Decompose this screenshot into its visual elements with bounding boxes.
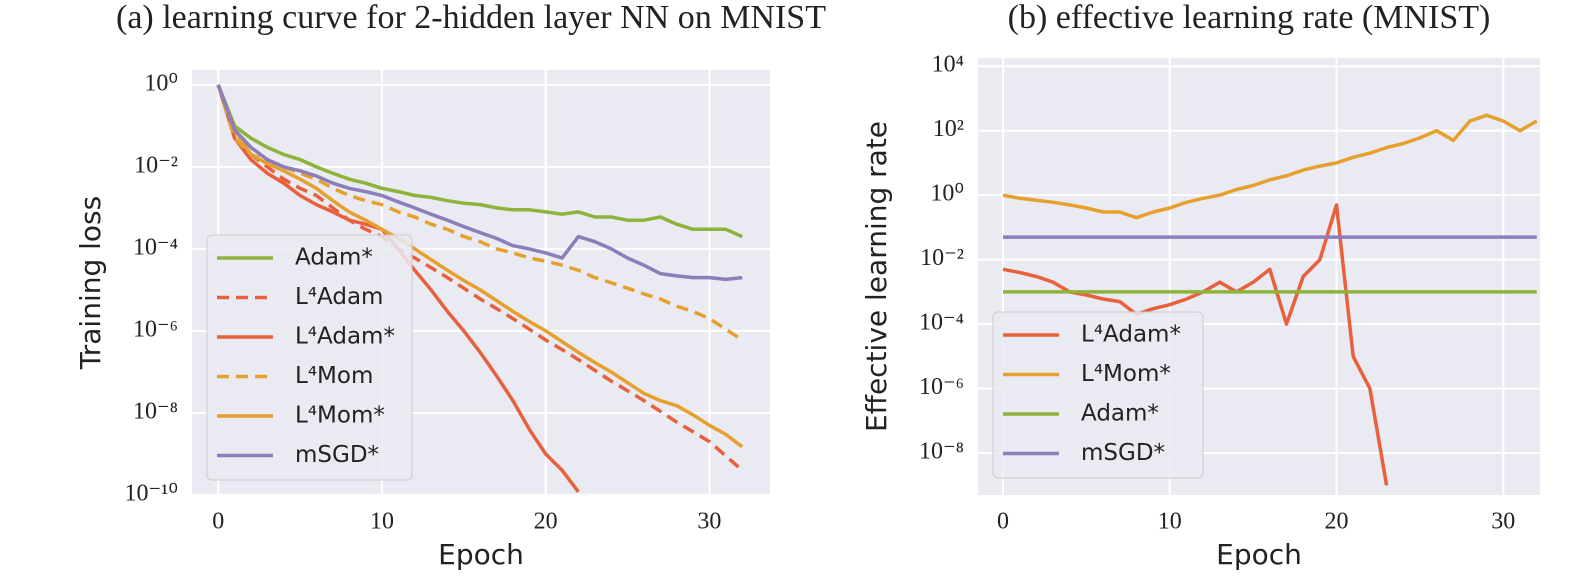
legend-label: L⁴Adam [295, 284, 383, 310]
legend: L⁴Adam* L⁴Mom* Adam* mSGD* [992, 311, 1204, 479]
series-line [216, 84, 744, 342]
subplot: (a) learning curve for 2-hidden layer NN… [74, 0, 826, 571]
x-tick-label: 10 [1158, 509, 1182, 535]
legend-label: Adam* [1081, 401, 1159, 427]
legend: Adam* L⁴Adam L⁴Adam* L⁴Mom L⁴Mom* mSGD* [206, 234, 413, 481]
series-line [216, 84, 744, 449]
y-tick-label: 10⁻⁸ [919, 439, 964, 465]
legend-label: L⁴Adam* [295, 324, 395, 350]
x-axis-label: Epoch [1216, 538, 1302, 571]
x-tick-label: 30 [697, 509, 721, 535]
y-tick-label: 10² [933, 116, 964, 142]
subplot-title: (a) learning curve for 2-hidden layer NN… [116, 0, 826, 36]
y-tick-label: 10⁻⁴ [919, 310, 964, 336]
legend-box [992, 311, 1204, 479]
series-line [1002, 113, 1538, 220]
x-tick-label: 10 [370, 509, 394, 535]
x-tick-label: 20 [534, 509, 558, 535]
series-line [216, 84, 743, 239]
y-tick-label: 10⁰ [144, 70, 178, 96]
y-tick-label: 10⁴ [932, 52, 964, 78]
x-tick-label: 30 [1491, 509, 1515, 535]
legend-label: Adam* [295, 245, 373, 271]
series-line [216, 84, 744, 472]
x-tick-label: 0 [212, 509, 224, 535]
legend-label: L⁴Mom* [295, 403, 385, 429]
y-tick-label: 10⁻⁸ [133, 398, 178, 424]
y-tick-label: 10⁰ [930, 181, 964, 207]
legend-label: mSGD* [1081, 440, 1165, 466]
legend-label: L⁴Mom [295, 363, 373, 389]
subplot: (b) effective learning rate (MNIST) Epoch… [860, 0, 1540, 571]
y-tick-label: 10⁻² [134, 152, 178, 178]
series-line [216, 84, 743, 282]
subplot-title: (b) effective learning rate (MNIST) [1008, 0, 1491, 36]
x-axis-label: Epoch [438, 538, 524, 571]
x-tick-label: 0 [997, 509, 1009, 535]
y-axis-label: Training loss [74, 196, 107, 370]
y-axis-label: Effective learning rate [860, 121, 893, 432]
y-tick-label: 10⁻⁴ [133, 234, 178, 260]
x-tick-label: 20 [1325, 509, 1349, 535]
legend-label: L⁴Adam* [1081, 322, 1181, 348]
legend-label: mSGD* [295, 442, 379, 468]
y-tick-label: 10⁻⁶ [919, 374, 964, 400]
y-tick-label: 10⁻² [920, 245, 964, 271]
legend-label: L⁴Mom* [1081, 361, 1171, 387]
y-tick-label: 10⁻⁶ [133, 316, 178, 342]
y-tick-label: 10⁻¹⁰ [125, 481, 178, 507]
